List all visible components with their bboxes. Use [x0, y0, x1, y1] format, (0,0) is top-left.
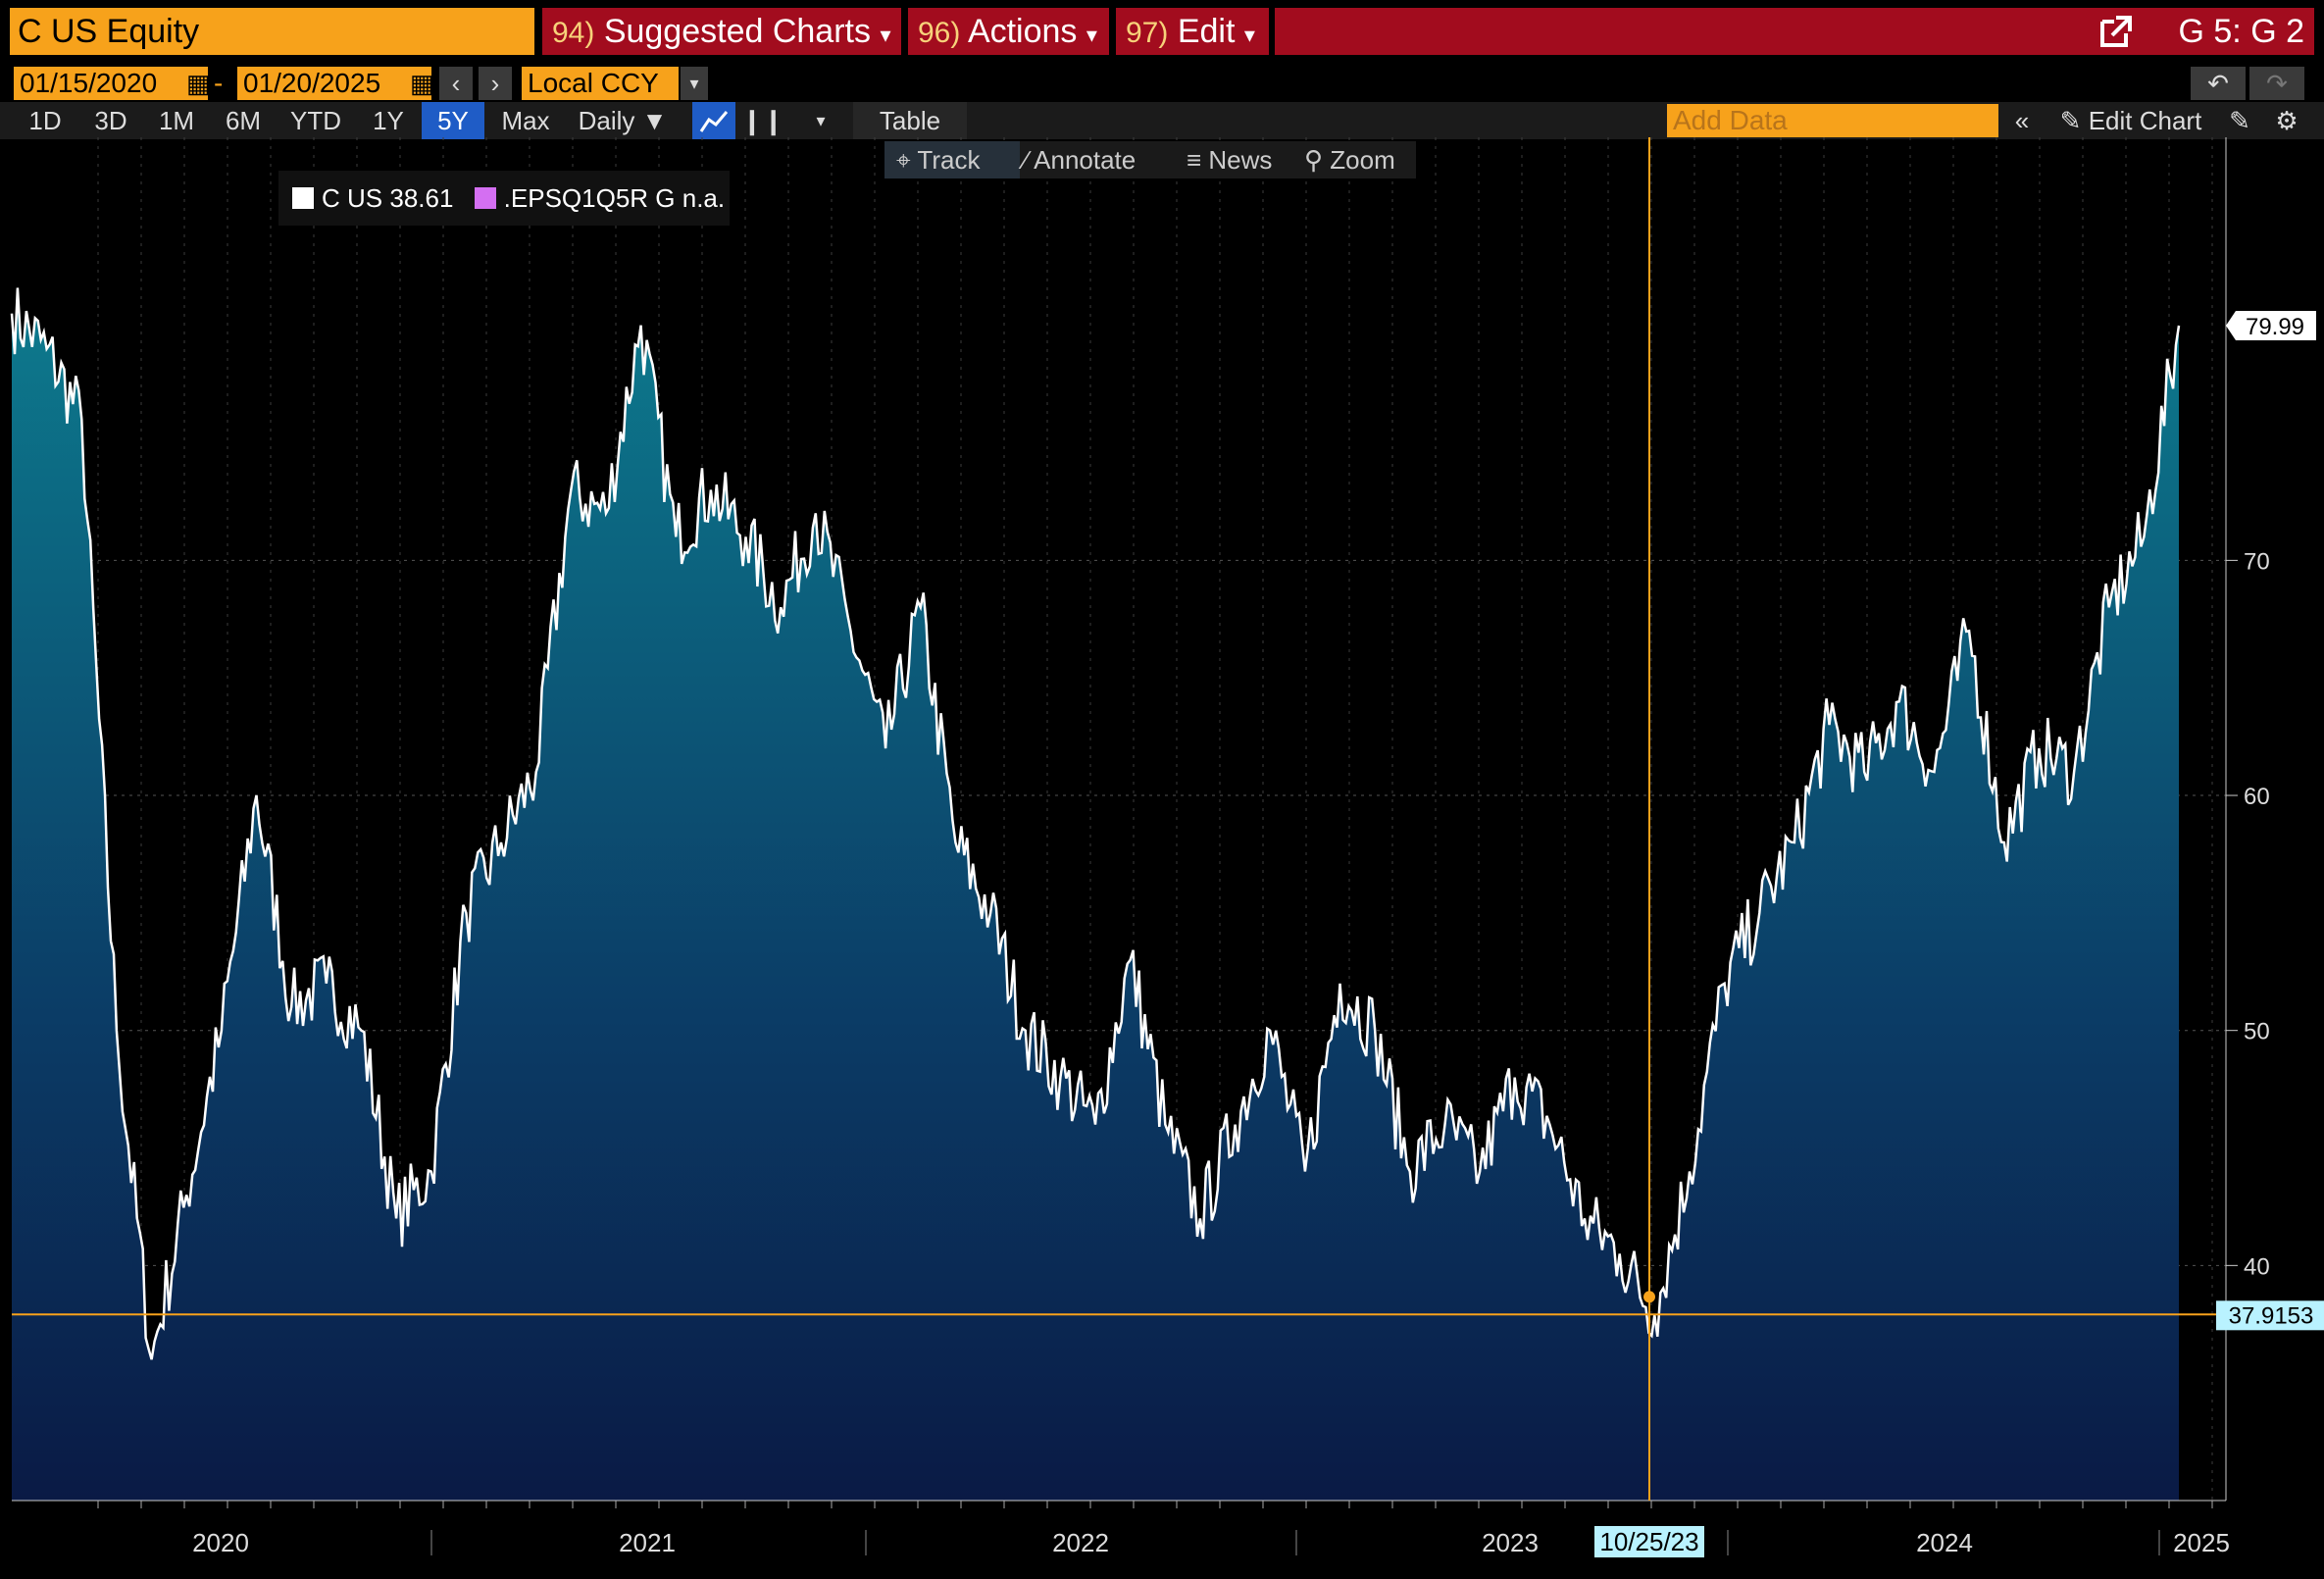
- y-tick-label: 40: [2244, 1253, 2270, 1280]
- date-separator: -: [214, 68, 224, 98]
- price-chart[interactable]: 40 50 60 70 79.99 2020 2021 2022 2023 2024 2025 3…: [0, 137, 2324, 1579]
- calendar-icon[interactable]: ▦: [186, 67, 211, 100]
- chevron-down-icon: ▾: [880, 23, 891, 47]
- header-fill: [1275, 8, 2314, 55]
- table-button[interactable]: Table: [853, 102, 967, 139]
- last-price-label: 79.99: [2246, 314, 2304, 340]
- news-label: News: [1208, 145, 1273, 175]
- x-axis: 2020 2021 2022 2023 2024 2025: [12, 1500, 2230, 1557]
- legend-swatch: [474, 187, 496, 210]
- draw-icon[interactable]: ✎: [2229, 106, 2250, 135]
- popout-icon[interactable]: [2098, 14, 2134, 49]
- line-chart-icon[interactable]: [692, 102, 735, 139]
- pencil-icon: ✎: [2059, 106, 2082, 135]
- x-tick-label: 2020: [192, 1528, 249, 1557]
- ticker-field[interactable]: C US Equity: [10, 8, 534, 55]
- chevron-down-icon: ▾: [1086, 23, 1097, 47]
- period-5y[interactable]: 5Y: [422, 102, 484, 139]
- crosshair-point: [1643, 1291, 1655, 1303]
- legend-series-value: 38.61: [389, 183, 454, 213]
- zoom-label: Zoom: [1330, 145, 1395, 175]
- period-max[interactable]: Max: [501, 106, 550, 135]
- frequency-label: Daily: [578, 106, 635, 135]
- magnifier-icon: ⚲: [1304, 145, 1324, 175]
- period-1y[interactable]: 1Y: [373, 106, 404, 135]
- menu-label: Edit: [1177, 13, 1236, 50]
- y-tick-label: 50: [2244, 1019, 2270, 1045]
- menu-label: Actions: [967, 13, 1078, 50]
- chart-legend: C US 38.61 .EPSQ1Q5R G n.a.: [278, 171, 730, 226]
- frequency-select[interactable]: Daily ▼: [569, 102, 677, 139]
- edit-chart-button[interactable]: ✎ Edit Chart: [2049, 102, 2212, 139]
- add-data-field[interactable]: Add Data: [1667, 104, 1998, 137]
- calendar-icon[interactable]: ▦: [410, 67, 434, 100]
- menu-number: 94): [552, 17, 595, 49]
- edit-chart-label: Edit Chart: [2088, 106, 2202, 135]
- chevron-down-icon[interactable]: ▾: [681, 67, 708, 100]
- zoom-tool[interactable]: ⚲ Zoom: [1304, 141, 1412, 178]
- period-6m[interactable]: 6M: [225, 106, 262, 135]
- chart-id: G 5: G 2: [2178, 13, 2305, 50]
- period-1d[interactable]: 1D: [28, 106, 62, 135]
- x-tick-label: 2024: [1916, 1528, 1973, 1557]
- x-tick-label: 2021: [619, 1528, 676, 1557]
- crosshair-value-box: [2216, 1300, 2324, 1331]
- prev-period-button[interactable]: ‹: [439, 67, 473, 100]
- pen-icon: ∕: [1024, 145, 1029, 175]
- x-tick-label: 2023: [1482, 1528, 1539, 1557]
- crosshair-date-label: 10/25/23: [1599, 1527, 1698, 1556]
- redo-icon[interactable]: ↷: [2249, 67, 2304, 100]
- annotate-tool[interactable]: ∕ Annotate: [1024, 141, 1171, 178]
- legend-series-value: n.a.: [682, 183, 726, 213]
- x-tick-label: 2022: [1052, 1528, 1109, 1557]
- period-3d[interactable]: 3D: [94, 106, 127, 135]
- news-tool[interactable]: ≡ News: [1187, 141, 1294, 178]
- actions-menu[interactable]: 96) Actions ▾: [908, 8, 1109, 55]
- legend-swatch: [292, 187, 314, 210]
- crosshair-value-label: 37.9153: [2229, 1302, 2314, 1329]
- start-date-field[interactable]: 01/15/2020: [14, 67, 186, 100]
- collapse-icon[interactable]: «: [2014, 106, 2030, 135]
- edit-menu[interactable]: 97) Edit ▾: [1116, 8, 1269, 55]
- chevron-down-icon: ▾: [1243, 23, 1255, 47]
- price-area-fill: [12, 287, 2179, 1501]
- y-axis: 40 50 60 70 79.99: [2225, 137, 2316, 1501]
- track-label: Track: [917, 145, 981, 175]
- y-tick-label: 60: [2244, 784, 2270, 810]
- currency-select[interactable]: Local CCY: [522, 67, 679, 100]
- crosshair-date-box: [1594, 1526, 1704, 1557]
- news-icon: ≡: [1187, 145, 1202, 175]
- end-date-field[interactable]: 01/20/2025: [237, 67, 410, 100]
- menu-number: 96): [918, 17, 961, 49]
- x-tick-label: 2025: [2173, 1528, 2230, 1557]
- suggested-charts-menu[interactable]: 94) Suggested Charts ▾: [542, 8, 901, 55]
- last-price-tag: 79.99: [2226, 310, 2316, 340]
- legend-series-name: C US: [322, 183, 383, 213]
- price-line: [10, 287, 2181, 1360]
- bar-chart-icon[interactable]: ❙❙: [741, 106, 784, 135]
- crosshair-icon: ⌖: [896, 145, 911, 175]
- y-tick-label: 70: [2244, 548, 2270, 575]
- annotate-label: Annotate: [1034, 145, 1137, 175]
- menu-number: 97): [1126, 17, 1169, 49]
- triangle-down-icon: ▼: [641, 106, 668, 135]
- menu-label: Suggested Charts: [603, 13, 871, 50]
- next-period-button[interactable]: ›: [479, 67, 512, 100]
- undo-icon[interactable]: ↶: [2191, 67, 2246, 100]
- legend-series-name: .EPSQ1Q5R G: [503, 183, 676, 213]
- crosshair: 37.9153 10/25/23: [12, 137, 2324, 1557]
- period-ytd[interactable]: YTD: [290, 106, 341, 135]
- chevron-down-icon[interactable]: ▾: [816, 111, 826, 130]
- gear-icon[interactable]: ⚙: [2275, 106, 2299, 135]
- track-tool[interactable]: ⌖ Track: [884, 141, 1020, 178]
- period-1m[interactable]: 1M: [158, 106, 195, 135]
